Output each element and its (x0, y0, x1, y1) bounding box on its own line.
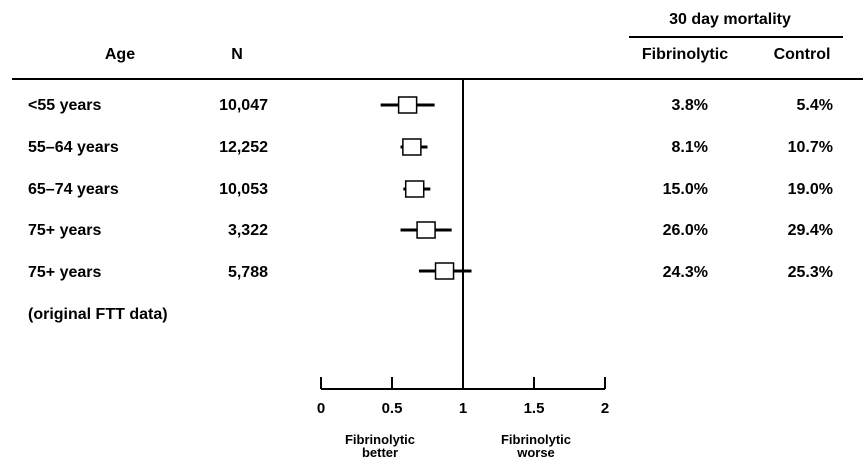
group-header-underline (629, 36, 843, 38)
row-n: 10,047 (219, 97, 268, 114)
x-tick-label: 2 (601, 400, 609, 417)
x-tick-label: 1.5 (524, 400, 545, 417)
axis-label-left-line1: Fibrinolytic (344, 432, 416, 447)
point-estimate-box (404, 180, 425, 198)
x-tick-label: 0 (317, 400, 325, 417)
row-n: 5,788 (227, 264, 268, 281)
point-estimate-box (434, 262, 455, 280)
axis-label-right-line2: worse (517, 445, 555, 460)
col-header-control: Control (773, 46, 831, 63)
row-fibrinolytic: 8.1% (671, 139, 708, 156)
col-header-fibrinolytic: Fibrinolytic (641, 46, 729, 63)
col-header-n: N (231, 46, 243, 63)
col-header-mortality-group: 30 day mortality (669, 11, 791, 28)
header-divider (12, 78, 863, 80)
row-n: 10,053 (219, 181, 268, 198)
row-fibrinolytic: 15.0% (662, 181, 708, 198)
point-estimate-box (402, 138, 422, 156)
row-age: 55–64 years (28, 139, 119, 156)
row-age: 75+ years (28, 222, 102, 239)
row-control: 5.4% (796, 97, 833, 114)
row-fibrinolytic: 24.3% (662, 264, 708, 281)
axis-label-right-line1: Fibrinolytic (500, 432, 572, 447)
row-control: 19.0% (787, 181, 833, 198)
row-age: 75+ years (28, 264, 102, 281)
row-age: 65–74 years (28, 181, 119, 198)
col-header-age: Age (104, 46, 136, 63)
row-age: <55 years (28, 97, 102, 114)
x-tick-label: 1 (459, 400, 467, 417)
row-control: 10.7% (787, 139, 833, 156)
row-control: 25.3% (787, 264, 833, 281)
row-fibrinolytic: 3.8% (671, 97, 708, 114)
row-fibrinolytic: 26.0% (662, 222, 708, 239)
point-estimate-box (397, 96, 418, 114)
point-estimate-box (416, 221, 436, 239)
row-n: 12,252 (219, 139, 268, 156)
x-tick-label: 0.5 (382, 400, 403, 417)
row-control: 29.4% (787, 222, 833, 239)
row-n: 3,322 (227, 222, 268, 239)
row-footnote: (original FTT data) (28, 306, 168, 323)
axis-label-left-line2: better (361, 445, 399, 460)
